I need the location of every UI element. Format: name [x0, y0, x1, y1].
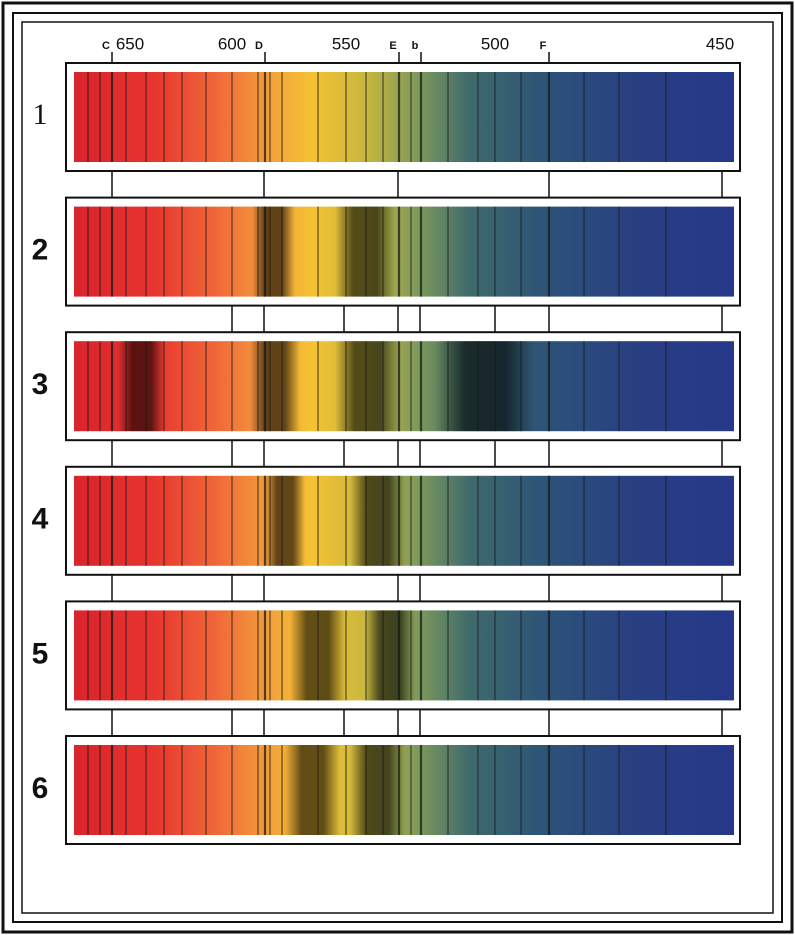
line-letter: D [255, 40, 263, 52]
absorption-band [285, 745, 340, 835]
absorption-band [435, 341, 535, 431]
row-number: 6 [32, 772, 49, 805]
row-number: 1 [33, 98, 48, 131]
spectra-plate: 650 600 550 500 450 C D Eb F 1 2 3 4 5 6 [0, 0, 795, 935]
spectrum-strip [74, 207, 734, 297]
row-number: 2 [32, 234, 49, 267]
wavelength-label: 600 [218, 34, 246, 53]
row-number: 5 [32, 637, 49, 670]
absorption-band [335, 341, 400, 431]
absorption-band [118, 341, 165, 431]
line-letter: F [540, 40, 547, 52]
row-number: 4 [32, 503, 49, 536]
spectrum-strip [74, 341, 734, 431]
wavelength-label: 500 [481, 34, 509, 53]
absorption-band [365, 610, 415, 700]
absorption-band [350, 476, 405, 566]
row-number: 3 [32, 368, 49, 401]
absorption-band [265, 476, 305, 566]
line-letter: b [412, 40, 419, 52]
spectrum-strip [74, 72, 734, 162]
wavelength-label: 450 [706, 34, 734, 53]
line-letter: E [389, 40, 396, 52]
absorption-band [335, 207, 395, 297]
line-letter: C [102, 40, 110, 52]
wavelength-label: 550 [332, 34, 360, 53]
absorption-band [350, 745, 405, 835]
wavelength-label: 650 [116, 34, 144, 53]
